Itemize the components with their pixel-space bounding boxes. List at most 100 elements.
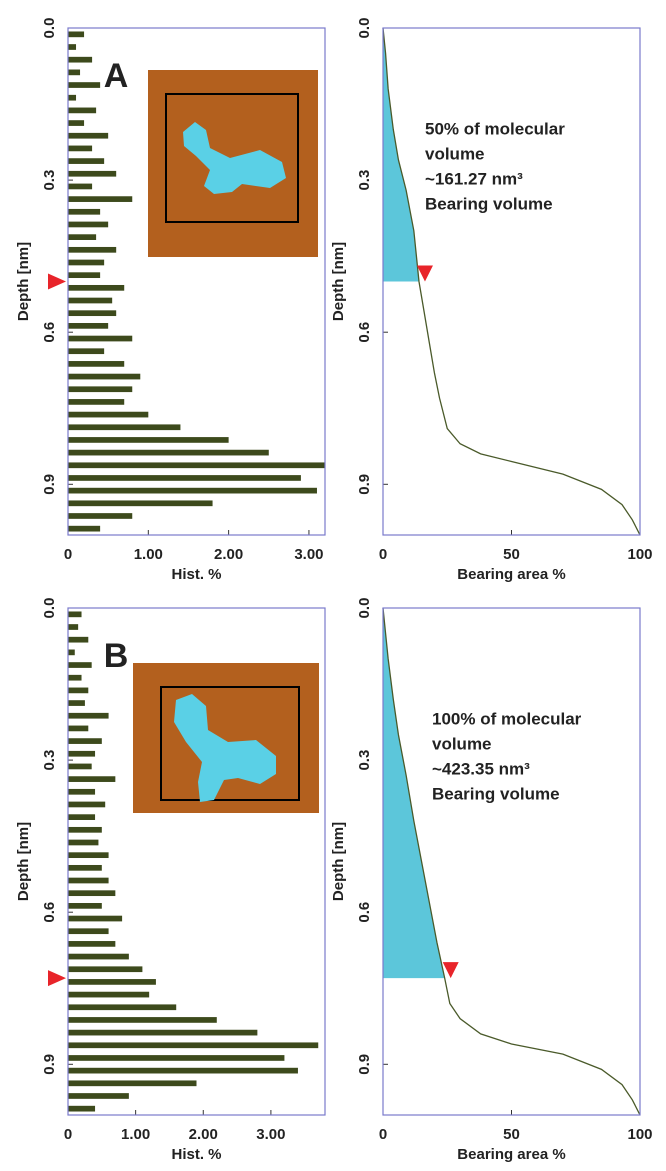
- hist-bar: [68, 297, 113, 304]
- hist-bar: [68, 31, 85, 38]
- hist-bar: [68, 513, 133, 519]
- bearing-marker: [416, 265, 433, 282]
- plot-frame: [382, 607, 641, 1116]
- panel: Bearing area % Depth [nm] 0.0 0.3 0.6 0.9 0 50 1…: [330, 598, 653, 1163]
- y-axis-label: Depth [nm]: [330, 822, 347, 901]
- x-tick-label: 0: [379, 546, 387, 563]
- hist-bar: [68, 712, 109, 719]
- hist-bar: [68, 1080, 197, 1087]
- hist-bar: [68, 361, 125, 367]
- hist-bar: [68, 145, 93, 152]
- y-tick-label: 0.0: [356, 598, 373, 619]
- hist-bar: [68, 411, 149, 418]
- hist-bar: [68, 1105, 96, 1112]
- hist-bar: [68, 649, 75, 656]
- x-tick-label: 100: [627, 1126, 652, 1143]
- hist-bar: [68, 991, 150, 998]
- hist-bar: [68, 82, 101, 88]
- y-tick-label: 0.6: [41, 902, 58, 923]
- x-tick-label: 0: [64, 546, 72, 563]
- y-tick-label: 0.0: [41, 598, 58, 619]
- hist-bar: [68, 462, 325, 469]
- hist-bar: [68, 636, 89, 643]
- hist-bar: [68, 500, 213, 507]
- annotation: ~423.35 nm³: [432, 759, 530, 778]
- hist-bar: [68, 966, 143, 973]
- plot-frame: [67, 607, 326, 1116]
- x-tick-label: 1.00: [134, 546, 163, 563]
- hist-bar: [68, 915, 123, 922]
- bearing-marker: [442, 962, 459, 979]
- hist-bar: [68, 700, 85, 706]
- hist-bar: [68, 839, 99, 846]
- hist-bar: [68, 1093, 129, 1099]
- hist-bar: [68, 1055, 285, 1061]
- panel: Hist. % Depth [nm] 0.0 0.3 0.6 0.9 0 1.00 2.00 3.…: [15, 598, 326, 1163]
- hist-bar: [68, 611, 82, 618]
- y-axis-label: Depth [nm]: [330, 242, 347, 321]
- y-tick-label: 0.3: [356, 170, 373, 191]
- y-axis-label: Depth [nm]: [15, 822, 32, 901]
- y-tick-label: 0.6: [356, 322, 373, 343]
- hist-bar: [68, 1017, 217, 1023]
- y-tick-label: 0.0: [41, 18, 58, 39]
- hist-bar: [68, 158, 105, 164]
- hist-bar: [68, 373, 141, 380]
- plot-frame: [382, 27, 641, 536]
- annotation: volume: [425, 144, 485, 163]
- hist-bar: [68, 928, 109, 935]
- hist-bar: [68, 399, 125, 405]
- hist-bar: [68, 107, 97, 114]
- x-tick-label: 2.00: [214, 546, 243, 563]
- annotation: Bearing volume: [432, 784, 560, 803]
- hist-bar: [68, 763, 92, 770]
- x-tick-label: 1.00: [121, 1126, 150, 1143]
- annotation: Bearing volume: [425, 194, 553, 213]
- hist-bar: [68, 776, 116, 782]
- hist-bar: [68, 877, 109, 884]
- hist-bar: [68, 170, 117, 177]
- hist-bar: [68, 449, 269, 456]
- y-tick-label: 0.9: [41, 474, 58, 495]
- depth-marker: [48, 970, 66, 987]
- y-axis-label: Depth [nm]: [15, 242, 32, 321]
- inset-image-b: [133, 663, 319, 813]
- hist-bar: [68, 738, 102, 744]
- hist-bar: [68, 525, 101, 532]
- hist-bar: [68, 1029, 258, 1036]
- depth-marker: [48, 273, 66, 290]
- hist-bar: [68, 487, 317, 494]
- hist-bar: [68, 132, 109, 139]
- panel-label: A: [104, 57, 129, 95]
- hist-bar: [68, 1067, 298, 1074]
- hist-bar: [68, 259, 105, 266]
- hist-bar: [68, 890, 116, 897]
- y-tick-label: 0.3: [41, 170, 58, 191]
- hist-bar: [68, 1004, 177, 1011]
- hist-bar: [68, 903, 102, 909]
- hist-bar: [68, 750, 96, 757]
- hist-bar: [68, 941, 116, 947]
- hist-bar: [68, 624, 79, 630]
- annotation: ~161.27 nm³: [425, 169, 523, 188]
- x-tick-label: 50: [503, 1126, 520, 1143]
- hist-bar: [68, 120, 85, 126]
- hist-bar: [68, 196, 133, 202]
- hist-bar: [68, 424, 181, 431]
- hist-bar: [68, 826, 102, 833]
- y-tick-label: 0.3: [41, 750, 58, 771]
- hist-bar: [68, 814, 96, 820]
- hist-bar: [68, 208, 101, 215]
- x-tick-label: 50: [503, 546, 520, 563]
- hist-bar: [68, 234, 97, 240]
- bearing-volume-fill: [383, 608, 445, 979]
- x-tick-label: 0: [379, 1126, 387, 1143]
- hist-bar: [68, 801, 106, 808]
- x-tick-label: 0: [64, 1126, 72, 1143]
- plot-frame: [67, 27, 326, 536]
- hist-bar: [68, 246, 117, 253]
- hist-bar: [68, 56, 93, 63]
- x-tick-label: 100: [627, 546, 652, 563]
- x-tick-label: 3.00: [256, 1126, 285, 1143]
